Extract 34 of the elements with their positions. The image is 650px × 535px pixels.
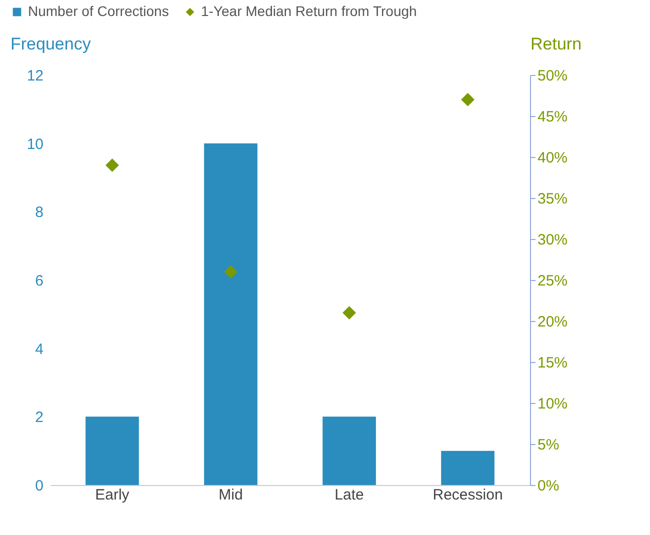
x-tick-label: Early — [95, 486, 130, 504]
legend-label: 1-Year Median Return from Trough — [201, 3, 417, 19]
y2-tick-label: 10% — [538, 396, 568, 412]
y-tick-label: 8 — [35, 204, 44, 222]
x-tick-label: Late — [334, 486, 364, 504]
y2-tick-label: 35% — [538, 190, 568, 208]
y-tick-label: 6 — [35, 272, 44, 290]
point — [224, 265, 238, 279]
y-axis-title: Frequency — [10, 34, 92, 54]
x-tick-label: Mid — [218, 486, 243, 504]
y2-tick-label: 20% — [538, 314, 568, 330]
y2-tick-label: 0% — [538, 478, 560, 494]
y2-tick-label: 30% — [538, 232, 568, 248]
y-tick-label: 10 — [26, 136, 44, 153]
y2-tick-label: 50% — [538, 68, 568, 84]
bar — [86, 416, 139, 485]
point — [461, 92, 474, 106]
y2-tick-label: 25% — [538, 272, 568, 290]
y2-tick-label: 5% — [538, 436, 560, 454]
bar — [322, 416, 376, 485]
y-tick-label: 4 — [35, 340, 44, 358]
legend-label: Number of Corrections — [28, 3, 169, 19]
point — [342, 306, 356, 320]
bar — [441, 450, 494, 485]
y-tick-label: 12 — [26, 68, 44, 84]
x-tick-label: Recession — [432, 486, 503, 504]
point — [106, 158, 119, 172]
y2-tick-label: 15% — [538, 354, 568, 372]
y2-tick-label: 40% — [538, 150, 568, 166]
y-tick-label: 2 — [35, 409, 44, 426]
bar — [204, 143, 258, 485]
y2-axis-title: Return — [530, 34, 582, 54]
y-tick-label: 0 — [35, 478, 44, 494]
y2-tick-label: 45% — [538, 108, 568, 126]
